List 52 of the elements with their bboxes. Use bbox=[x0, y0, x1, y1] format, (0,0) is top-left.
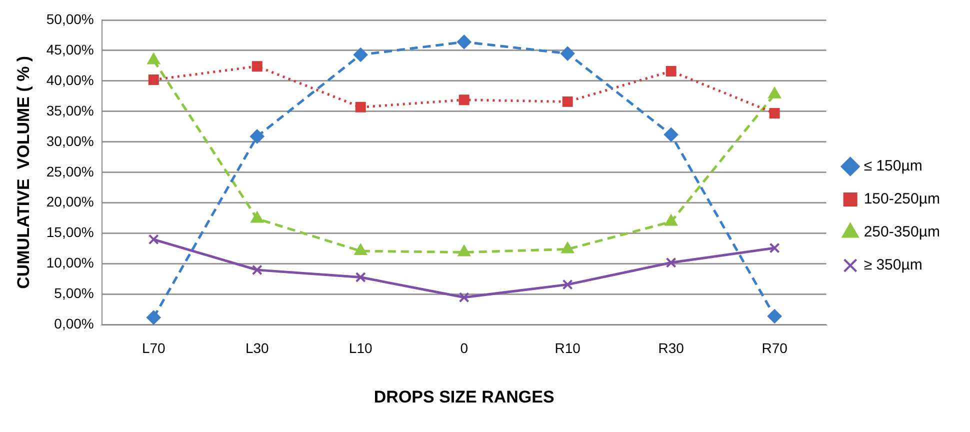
point bbox=[458, 292, 470, 303]
y-tick-label: 50,00% bbox=[46, 10, 94, 27]
point bbox=[458, 94, 470, 106]
point bbox=[666, 66, 676, 76]
x-tick-label: L10 bbox=[348, 340, 372, 356]
legend-label: 250-350µm bbox=[864, 224, 940, 241]
y-tick-label: 5,00% bbox=[54, 285, 94, 302]
point bbox=[354, 244, 367, 256]
point bbox=[250, 129, 264, 144]
y-tick-label: 35,00% bbox=[46, 102, 94, 118]
y-tick-label: 15,00% bbox=[46, 224, 94, 240]
point bbox=[768, 309, 782, 324]
y-tick-label: 0,00% bbox=[54, 316, 94, 332]
point bbox=[561, 242, 574, 254]
x-axis-title: DROPS SIZE RANGES bbox=[374, 387, 554, 406]
point bbox=[148, 74, 159, 85]
point bbox=[458, 245, 470, 256]
point bbox=[146, 310, 161, 324]
x-tick-label: R30 bbox=[658, 340, 684, 356]
point bbox=[664, 128, 678, 142]
point bbox=[666, 257, 676, 268]
y-tick-label: 25,00% bbox=[46, 163, 94, 180]
point bbox=[769, 108, 780, 119]
y-tick-label: 40,00% bbox=[46, 72, 94, 88]
point bbox=[148, 234, 159, 245]
point bbox=[355, 272, 366, 282]
point bbox=[560, 46, 575, 61]
x-tick-label: R10 bbox=[554, 340, 581, 356]
point bbox=[355, 102, 366, 112]
point bbox=[252, 264, 262, 276]
point bbox=[664, 214, 678, 226]
x-tick-label: L30 bbox=[245, 340, 270, 356]
x-tick-label: L70 bbox=[142, 340, 166, 356]
y-axis-title: CUMULATIVE VOLUME ( % ) bbox=[14, 56, 33, 289]
point bbox=[562, 96, 573, 107]
point bbox=[768, 87, 781, 98]
y-tick-label: 20,00% bbox=[46, 194, 94, 210]
y-tick-label: 30,00% bbox=[46, 132, 94, 149]
legend-label: 150-250µm bbox=[864, 190, 940, 208]
point bbox=[457, 34, 472, 49]
point bbox=[769, 242, 780, 254]
point bbox=[354, 48, 368, 62]
x-tick-label: R70 bbox=[762, 340, 788, 356]
y-tick-label: 10,00% bbox=[46, 254, 94, 271]
legend-label: ≥ 350µm bbox=[864, 256, 922, 274]
point bbox=[252, 61, 262, 72]
y-tick-label: 45,00% bbox=[46, 41, 94, 58]
x-tick-label: 0 bbox=[460, 340, 468, 356]
point bbox=[147, 53, 160, 64]
point bbox=[250, 212, 264, 223]
legend-label: ≤ 150µm bbox=[864, 158, 922, 175]
point bbox=[562, 279, 573, 290]
